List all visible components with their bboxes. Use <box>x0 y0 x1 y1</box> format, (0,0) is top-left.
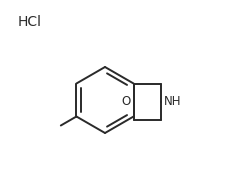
Text: NH: NH <box>163 95 180 108</box>
Text: O: O <box>121 95 130 108</box>
Text: HCl: HCl <box>18 15 42 29</box>
